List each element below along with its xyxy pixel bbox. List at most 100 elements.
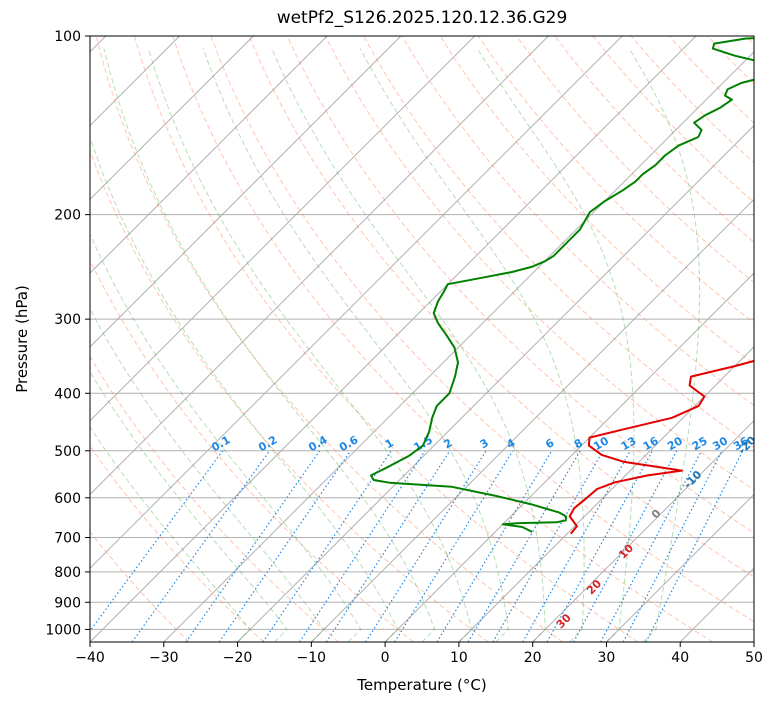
mixing-ratio-line-0.2 <box>131 450 271 642</box>
isotherm-0 <box>384 272 754 642</box>
y-tick-label: 500 <box>54 444 81 460</box>
dry-adiabat-160 <box>630 36 754 164</box>
mixing-ratio-line-8 <box>467 450 581 642</box>
dry-adiabat--10 <box>90 355 339 642</box>
annotation-label: 20 <box>584 577 604 597</box>
mixing-ratio-label: 2 <box>441 436 454 451</box>
y-tick-label: 700 <box>54 531 81 547</box>
isotherm--10 <box>310 198 754 642</box>
x-tick-label: 10 <box>450 650 468 666</box>
mixing-ratio-line-16 <box>546 450 654 642</box>
mixing-ratio-line-10 <box>492 450 604 642</box>
dry-adiabat-190 <box>745 36 754 46</box>
isotherm--40 <box>90 36 697 642</box>
isotherm--80 <box>90 36 402 348</box>
isotherm-20 <box>532 419 754 642</box>
mixing-ratio-line-30 <box>622 450 723 642</box>
dry-adiabat-10 <box>90 149 489 642</box>
moist-adiabat--20 <box>90 426 251 642</box>
dry-adiabat-50 <box>210 36 754 623</box>
plot-area: 0.1 0.2 0.4 0.6 1 1.5 2 3 4 6 8 10 13 16 20 25 30 36-100-… <box>90 36 775 642</box>
moist-adiabat-5 <box>103 48 436 642</box>
mixing-ratio-line-0.1 <box>90 450 224 632</box>
mixing-ratio-line-2 <box>325 450 451 642</box>
mixing-ratio-line-25 <box>600 450 703 642</box>
x-tick-label: −20 <box>223 650 253 666</box>
annotation-label: -100 <box>764 53 775 82</box>
mixing-ratio-label: 3 <box>478 436 491 451</box>
moist-adiabat-20 <box>271 48 546 642</box>
isotherm-10 <box>458 346 754 642</box>
chart-title: wetPf2_S126.2025.120.12.36.G29 <box>276 8 568 28</box>
y-tick-label: 800 <box>54 565 81 581</box>
isotherm--90 <box>90 36 328 274</box>
y-tick-label: 300 <box>54 312 81 328</box>
dry-adiabat--20 <box>90 445 265 642</box>
dry-adiabat-70 <box>286 36 754 534</box>
mixing-ratio-line-1.5 <box>299 450 426 642</box>
isotherm-30 <box>606 493 754 642</box>
mixing-ratio-line-1 <box>262 450 392 642</box>
dry-adiabat--30 <box>90 531 190 642</box>
mixing-ratio-line-6 <box>436 450 553 642</box>
dewpoint-profile-line <box>370 37 754 533</box>
isotherm--50 <box>90 36 623 569</box>
x-tick-label: 50 <box>745 650 763 666</box>
moist-adiabat-35 <box>628 48 701 642</box>
moist-adiabat--15 <box>90 370 288 642</box>
moist-adiabat-15 <box>202 48 509 642</box>
moist-adiabat-25 <box>359 48 585 642</box>
isotherm-40 <box>679 567 754 642</box>
x-tick-label: −30 <box>149 650 179 666</box>
x-tick-label: −40 <box>75 650 105 666</box>
moist-adiabat-0 <box>90 135 399 642</box>
y-tick-label: 400 <box>54 386 81 402</box>
x-tick-label: −10 <box>297 650 327 666</box>
x-tick-label: 30 <box>598 650 616 666</box>
y-tick-label: 600 <box>54 491 81 507</box>
y-tick-label: 900 <box>54 595 81 611</box>
dry-adiabat-20 <box>95 36 564 642</box>
x-tick-label: 20 <box>524 650 542 666</box>
y-tick-label: 1000 <box>45 622 81 638</box>
annotation-label: 10 <box>616 541 636 561</box>
isotherm--100 <box>90 36 254 201</box>
dry-adiabat-0 <box>90 258 414 642</box>
y-tick-label: 200 <box>54 208 81 224</box>
mixing-ratio-line-0.6 <box>218 450 352 642</box>
dry-adiabat-60 <box>248 36 754 578</box>
x-tick-label: 0 <box>381 650 390 666</box>
y-tick-label: 100 <box>54 29 81 45</box>
dry-adiabat-90 <box>363 36 754 448</box>
axes-frame <box>89 35 755 643</box>
moist-adiabat--5 <box>90 232 362 642</box>
mixing-ratio-line-13 <box>522 450 631 642</box>
mixing-ratio-line-0.4 <box>185 450 321 642</box>
dry-adiabat-110 <box>439 36 754 365</box>
mixing-ratio-line-4 <box>394 450 514 642</box>
dry-adiabat-180 <box>707 36 754 85</box>
y-axis-label: Pressure (hPa) <box>13 285 31 393</box>
dry-adiabat-130 <box>516 36 754 284</box>
dry-adiabat-40 <box>172 36 713 642</box>
annotation-label: 0 <box>649 507 664 522</box>
moist-adiabat-10 <box>148 48 473 642</box>
isotherm-50 <box>753 641 754 642</box>
mixing-ratio-line-3 <box>365 450 487 642</box>
dry-adiabat-30 <box>133 36 639 642</box>
x-tick-label: 40 <box>671 650 689 666</box>
temperature-profile-line <box>568 359 754 535</box>
mixing-ratio-label: 4 <box>504 436 517 451</box>
isotherm--20 <box>237 124 754 642</box>
isotherm--60 <box>90 36 549 496</box>
dry-adiabat-140 <box>554 36 754 243</box>
isotherm--70 <box>90 36 476 422</box>
isotherm--30 <box>163 51 754 642</box>
dry-adiabat-80 <box>324 36 754 491</box>
dry-adiabat-170 <box>668 36 754 124</box>
annotation-label: 30 <box>554 611 574 631</box>
mixing-ratio-label: 6 <box>543 436 556 451</box>
mixing-ratio-line-20 <box>573 450 678 642</box>
annotation-label: -10 <box>681 468 704 491</box>
